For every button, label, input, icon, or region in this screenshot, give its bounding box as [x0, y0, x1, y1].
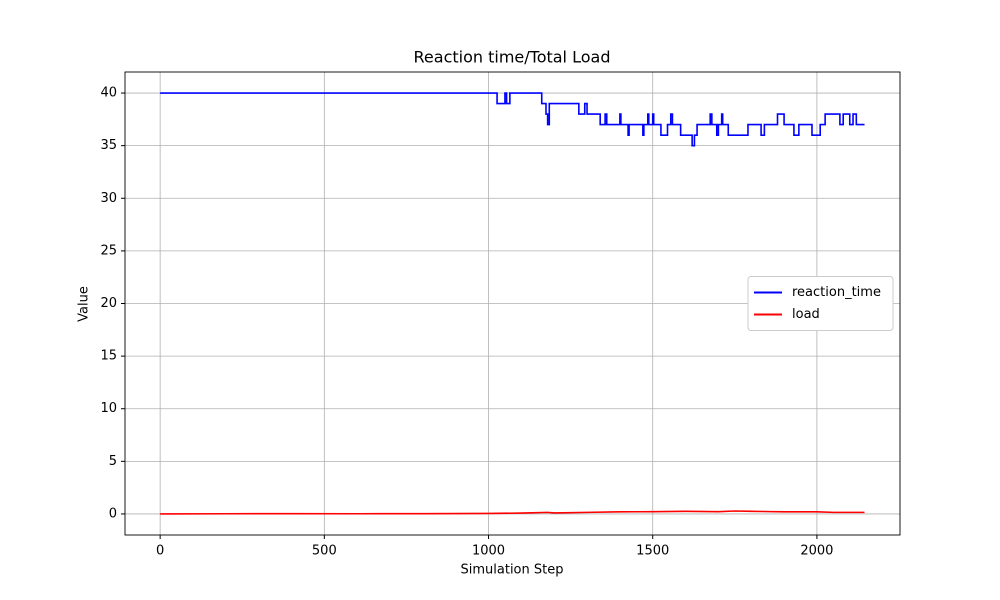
y-tick-label: 25 — [100, 243, 117, 258]
y-tick-label: 20 — [100, 296, 117, 311]
series-line — [160, 510, 865, 515]
plot-frame — [124, 71, 901, 536]
x-tick-label: 1500 — [636, 544, 669, 559]
y-tick-label: 10 — [100, 401, 117, 416]
x-tick-label: 1000 — [472, 544, 505, 559]
x-tick-label: 0 — [156, 544, 164, 559]
y-tick-label: 5 — [109, 454, 117, 469]
x-tick-label: 2000 — [800, 544, 833, 559]
y-axis-label: Value — [77, 286, 92, 322]
y-tick-label: 15 — [100, 349, 117, 364]
legend-label: reaction_time — [792, 285, 881, 300]
x-axis-label: Simulation Step — [461, 563, 564, 578]
legend-box — [747, 276, 894, 331]
chart-title: Reaction time/Total Load — [414, 48, 611, 67]
y-tick-label: 0 — [109, 506, 117, 521]
y-tick-label: 40 — [100, 86, 117, 101]
series-line — [160, 92, 865, 147]
y-tick-label: 30 — [100, 191, 117, 206]
x-tick-label: 500 — [312, 544, 337, 559]
y-tick-label: 35 — [100, 138, 117, 153]
legend-label: load — [792, 307, 820, 322]
